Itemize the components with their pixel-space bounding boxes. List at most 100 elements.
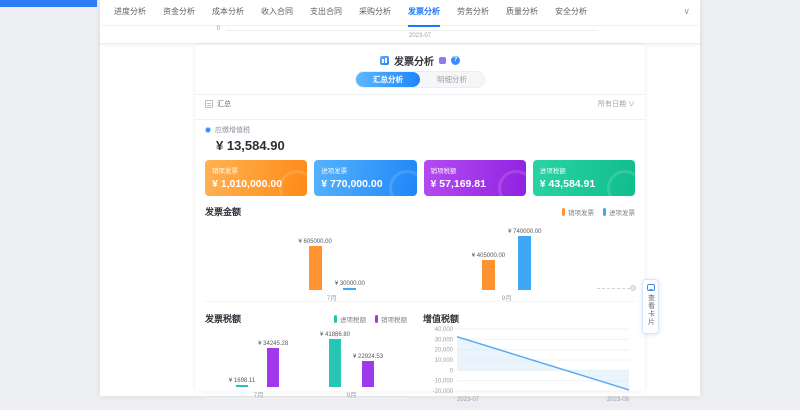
svg-text:-10,000: -10,000 [433, 379, 454, 385]
vat-line-chart: 40,000 30,000 20,000 10,000 0 -10,000 -20,000 2… [423, 325, 635, 410]
kpi-dot-icon [205, 127, 211, 133]
svg-text:2023-07: 2023-07 [457, 397, 480, 403]
invoice-tax-bar-chart: ¥ 1698.11 ¥ 34245.28 7月 ¥ 41886.80 ¥ 22924.5… [205, 325, 407, 399]
bar-chart-icon [380, 55, 389, 65]
card-header: 发票分析 ? [205, 53, 635, 68]
summary-card-销项税额: 销项税额 ¥ 57,169.81 [423, 160, 526, 196]
chevron-down-icon: ∨ [628, 101, 635, 108]
category-label: 7月 [326, 295, 337, 302]
bar-销项税额 [362, 361, 375, 387]
nav-tab-资金分析[interactable]: 资金分析 [163, 6, 195, 16]
bar-value-label: ¥ 740000.00 [508, 229, 542, 235]
summary-card-value: ¥ 43,584.91 [539, 178, 596, 190]
nav-tab-安全分析[interactable]: 安全分析 [555, 6, 587, 16]
bar-进项税额 [236, 385, 249, 387]
legend-marker [562, 207, 565, 216]
date-filter[interactable]: 所有日期 ∨ [598, 99, 635, 109]
remnant-gridline [226, 30, 596, 31]
invoice-amount-section: 发票金额 销项发票 进项发票 ¥ 605000.00 ¥ 30000.00 7月 ¥ 4… [205, 205, 635, 302]
legend-item-进项税额[interactable]: 进项税额 [334, 314, 366, 324]
nav-tab-支出合同[interactable]: 支出合同 [310, 6, 342, 16]
vat-amount-section: 增值税额 40,000 30,000 20,000 10,000 0 -10,000 -20… [423, 312, 635, 410]
bar-group-9月: ¥ 41886.80 ¥ 22924.53 9月 [320, 332, 383, 399]
bar-group-9月: ¥ 405000.00 ¥ 740000.00 9月 [471, 229, 542, 302]
legend-marker [375, 314, 378, 323]
nav-tab-收入合同[interactable]: 收入合同 [261, 6, 293, 16]
bar-value-label: ¥ 41886.80 [320, 332, 351, 338]
nav-tabs: 进度分析 资金分析 成本分析 收入合同 支出合同 采购分析 发票分析 劳务分析 质量分析 安全分析 [114, 0, 587, 27]
remnant-y-tick: 0 [216, 26, 220, 32]
nav-tab-采购分析[interactable]: 采购分析 [359, 6, 391, 16]
svg-text:30,000: 30,000 [435, 337, 454, 343]
legend-item-进项发票[interactable]: 进项发票 [603, 207, 635, 217]
bar-进项税额 [329, 339, 342, 387]
invoice-analysis-card: 发票分析 ? 汇总分析 明细分析 汇总 所有日期 ∨ 应缴增值税 ¥ 13,5 [195, 45, 645, 403]
panel-drag-divider[interactable] [597, 288, 630, 289]
invoice-amount-bar-chart: ¥ 605000.00 ¥ 30000.00 7月 ¥ 405000.00 ¥ 7400… [205, 218, 635, 302]
summary-card-label: 销项发票 [212, 168, 238, 175]
legend-item-销项税额[interactable]: 销项税额 [375, 314, 407, 324]
summary-card-label: 进项税额 [539, 168, 566, 175]
summary-card-进项发票: 进项发票 ¥ 770,000.00 [314, 160, 417, 196]
view-toggle-row: 汇总分析 明细分析 [205, 71, 635, 88]
svg-text:40,000: 40,000 [435, 327, 454, 333]
category-label: 9月 [346, 392, 357, 399]
legend-label: 进项发票 [609, 209, 635, 217]
svg-text:2023-09: 2023-09 [607, 397, 630, 403]
nav-tab-进度分析[interactable]: 进度分析 [114, 6, 146, 16]
category-label: 9月 [501, 295, 512, 302]
svg-text:20,000: 20,000 [435, 348, 454, 354]
bar-value-label: ¥ 405000.00 [471, 253, 506, 259]
kpi-value: ¥ 13,584.90 [216, 138, 285, 153]
bar-value-label: ¥ 34245.28 [258, 341, 289, 347]
view-toggle: 汇总分析 明细分析 [355, 71, 485, 88]
background-app-strip [0, 0, 97, 7]
nav-tab-质量分析[interactable]: 质量分析 [506, 6, 538, 16]
chat-card-icon [646, 284, 655, 291]
invoice-tax-legend: 进项税额 销项税额 [334, 314, 407, 324]
report-icon [439, 56, 446, 64]
svg-text:0: 0 [450, 368, 454, 374]
legend-marker [603, 207, 606, 216]
summary-cards-row: 销项发票 ¥ 1,010,000.00 进项发票 ¥ 770,000.00 销项税额 ¥ … [205, 160, 635, 196]
divider [195, 119, 645, 120]
kpi-label: 应缴增值税 [215, 127, 250, 134]
summary-card-value: ¥ 1,010,000.00 [212, 178, 283, 190]
remnant-x-axis-label: 2023-07 [408, 33, 432, 39]
help-icon[interactable]: ? [451, 55, 460, 65]
nav-tab-发票分析[interactable]: 发票分析 [408, 0, 440, 27]
bar-进项发票 [343, 288, 357, 290]
scrolled-chart-remnant: 0 2023-07 [100, 26, 700, 44]
summary-card-value: ¥ 57,169.81 [430, 178, 486, 190]
invoice-amount-legend: 销项发票 进项发票 [562, 207, 635, 217]
legend-label: 销项发票 [568, 209, 594, 217]
toggle-option-汇总分析[interactable]: 汇总分析 [356, 72, 420, 87]
bar-销项发票 [481, 260, 495, 290]
legend-label: 销项税额 [381, 316, 407, 324]
divider [195, 94, 645, 95]
summary-card-label: 销项税额 [430, 168, 457, 175]
page-title: 发票分析 [394, 56, 434, 68]
svg-text:10,000: 10,000 [435, 358, 454, 364]
category-label: 7月 [253, 392, 264, 399]
summary-mode-label: 汇总 [205, 99, 231, 109]
nav-tab-劳务分析[interactable]: 劳务分析 [457, 6, 489, 16]
toggle-option-明细分析[interactable]: 明细分析 [437, 75, 467, 84]
invoice-tax-title: 发票税额 [205, 314, 242, 324]
summary-card-label: 进项发票 [321, 168, 348, 175]
nav-collapse-chevron-icon[interactable]: ∨ [683, 6, 690, 16]
vat-payable-kpi: 应缴增值税 ¥ 13,584.90 [205, 125, 635, 153]
bar-销项发票 [308, 246, 322, 290]
legend-item-销项发票[interactable]: 销项发票 [562, 207, 594, 217]
bar-value-label: ¥ 30000.00 [334, 281, 365, 287]
summary-card-进项税额: 进项税额 ¥ 43,584.91 [532, 160, 635, 196]
analysis-nav-bar: 进度分析 资金分析 成本分析 收入合同 支出合同 采购分析 发票分析 劳务分析 质量分析 安全分析… [100, 0, 700, 27]
show-cards-button[interactable]: 查看卡片 [642, 279, 659, 334]
vat-amount-title: 增值税额 [423, 314, 460, 324]
divider-handle[interactable] [630, 285, 636, 291]
bar-value-label: ¥ 1698.11 [228, 378, 256, 384]
bar-group-7月: ¥ 605000.00 ¥ 30000.00 7月 [298, 239, 365, 302]
sheet-icon [205, 100, 213, 108]
nav-tab-成本分析[interactable]: 成本分析 [212, 6, 244, 16]
summary-mode-text: 汇总 [217, 101, 231, 108]
